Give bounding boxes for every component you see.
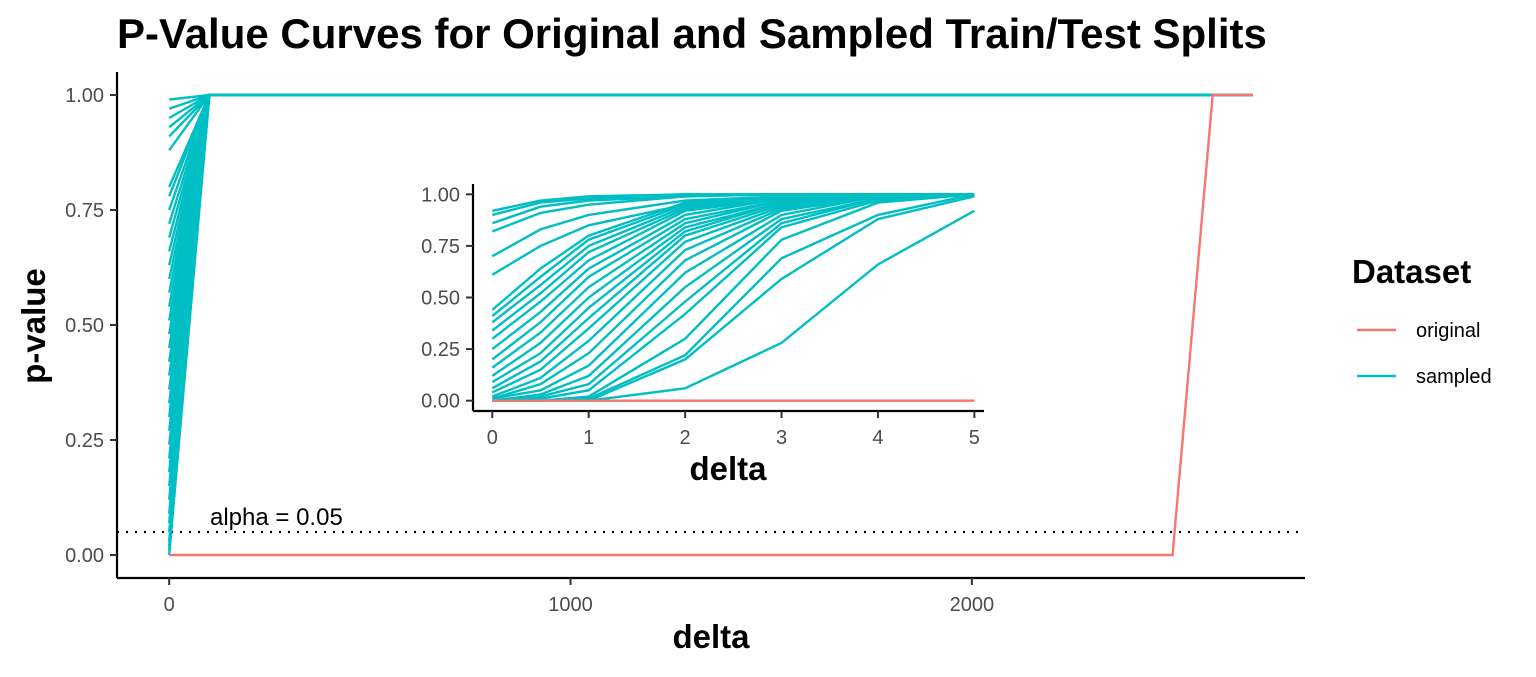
main-original-line [169,93,1253,557]
main-plot: 0.00 0.25 0.50 0.75 1.00 0 1000 2000 [65,72,1305,616]
inset-sampled-line [492,193,975,400]
main-y-tick-label: 0.00 [65,545,104,567]
main-sampled-line [168,93,1253,151]
legend-label-original: original [1416,320,1480,342]
legend-label-sampled: sampled [1416,366,1492,388]
inset-x-tick-label: 3 [776,427,787,449]
inset-x-tick-label: 2 [680,427,691,449]
inset-y-tick-label: 0.50 [421,288,460,310]
inset-y-tick-label: 1.00 [421,184,460,206]
main-sampled-line [168,93,1253,129]
main-x-tick-label: 0 [164,594,175,616]
chart-title: P-Value Curves for Original and Sampled … [117,10,1267,57]
main-sampled-line [168,93,1253,188]
main-x-tick-label: 1000 [548,594,593,616]
alpha-annotation: alpha = 0.05 [210,504,343,531]
legend-title: Dataset [1352,253,1471,290]
main-y-tick-label: 1.00 [65,85,104,107]
inset-x-tick-label: 1 [583,427,594,449]
main-y-tick-label: 0.50 [65,315,104,337]
main-sampled-line [168,93,1253,120]
inset-x-axis-title: delta [689,450,767,487]
legend: Dataset original sampled [1352,253,1492,388]
main-x-tick-label: 2000 [950,594,995,616]
main-y-tick-label: 0.25 [65,430,104,452]
main-y-tick-label: 0.75 [65,200,104,222]
main-sampled-line [168,93,1253,110]
main-sampled-line [168,93,1253,138]
inset-y-tick-label: 0.00 [421,391,460,413]
inset-y-tick-label: 0.75 [421,236,460,258]
main-sampled-line [169,93,1253,101]
inset-x-tick-label: 0 [487,427,498,449]
inset-sampled-line [491,193,975,394]
inset-x-tick-label: 4 [872,427,883,449]
inset-sampled-line [492,193,975,402]
inset-y-tick-label: 0.25 [421,339,460,361]
inset-plot: 0.00 0.25 0.50 0.75 1.00 0 1 2 3 4 5 [421,178,984,449]
main-y-axis-title: p-value [15,268,52,384]
main-x-axis-title: delta [672,618,750,655]
inset-x-tick-label: 5 [969,427,980,449]
inset-sampled-line [492,193,975,402]
